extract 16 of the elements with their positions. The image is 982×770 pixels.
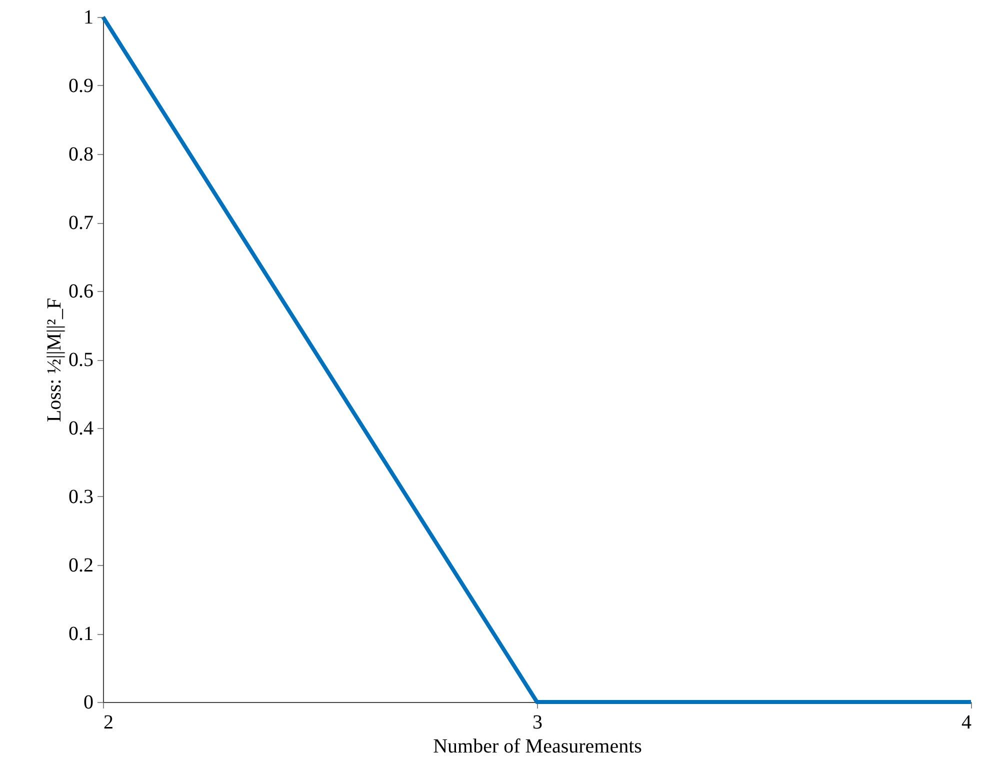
y-axis-title: Loss: ½||M||²_F (44, 298, 66, 422)
y-tick-label: 0.1 (68, 623, 94, 645)
y-tick-label: 0.5 (68, 349, 94, 371)
x-axis-title: Number of Measurements (433, 736, 642, 758)
y-tick-label: 0.6 (68, 280, 94, 302)
x-tick-label: 2 (104, 712, 114, 734)
y-tick-label: 0.8 (68, 144, 94, 166)
x-tick-label: 3 (532, 712, 542, 734)
y-tick-label: 0.4 (68, 418, 94, 440)
x-tick-label: 4 (962, 712, 972, 734)
y-tick-label: 0.7 (68, 212, 94, 234)
y-tick-label: 1 (84, 6, 94, 28)
y-tick-label: 0.3 (68, 486, 94, 508)
y-tick-label: 0.9 (68, 75, 94, 97)
y-tick-label: 0.2 (68, 554, 94, 576)
y-tick-label: 0 (84, 692, 94, 714)
